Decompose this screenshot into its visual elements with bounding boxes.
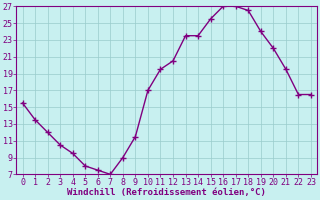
X-axis label: Windchill (Refroidissement éolien,°C): Windchill (Refroidissement éolien,°C) xyxy=(67,188,266,197)
